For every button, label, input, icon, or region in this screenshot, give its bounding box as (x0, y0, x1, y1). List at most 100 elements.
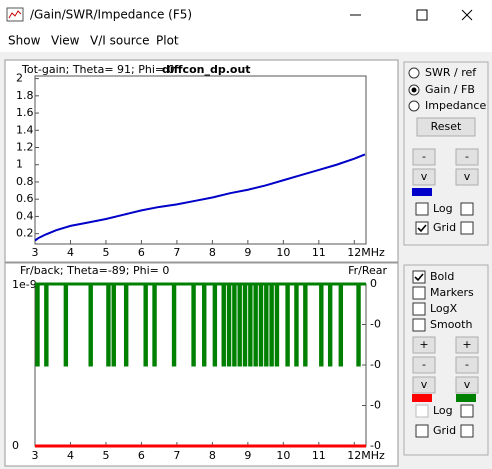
chart-subtitle: diffcon_dp.out (162, 63, 251, 76)
x-tick-label: 4 (67, 246, 74, 259)
group-box (403, 61, 489, 246)
menu-item[interactable]: Show (8, 34, 41, 48)
checkbox[interactable] (412, 270, 426, 284)
checkbox-label[interactable]: LogX (430, 302, 458, 315)
menu-item[interactable]: V/I source (90, 34, 149, 48)
title-bar (0, 0, 492, 30)
x-tick-label: 6 (138, 246, 145, 259)
y2-axis-label: Fr/Rear (348, 264, 387, 277)
checkbox-label[interactable]: Log (433, 404, 453, 417)
checkbox-label[interactable]: Smooth (430, 318, 472, 331)
button-label[interactable]: + (419, 338, 428, 351)
checkbox[interactable] (415, 424, 429, 438)
button-label[interactable]: - (422, 150, 426, 163)
radio-label[interactable]: Impedance (425, 99, 486, 112)
checkbox[interactable] (415, 221, 429, 235)
y2-tick-label: -0 (370, 439, 381, 452)
button[interactable] (412, 376, 436, 394)
radio-label[interactable]: SWR / ref (425, 66, 477, 79)
y-tick-label: 0.6 (16, 192, 34, 205)
color-swatch[interactable] (412, 394, 432, 402)
checkbox[interactable] (415, 202, 429, 216)
x-tick-label: 8 (209, 449, 216, 462)
button[interactable] (455, 336, 479, 354)
checkbox-label[interactable]: Bold (430, 270, 454, 283)
radio-button[interactable] (408, 67, 420, 79)
checkbox[interactable] (412, 318, 426, 332)
button-label[interactable]: + (462, 338, 471, 351)
x-axis-label: MHz (361, 449, 385, 462)
checkbox[interactable] (412, 302, 426, 316)
button-label[interactable]: - (465, 358, 469, 371)
checkbox[interactable] (415, 404, 429, 418)
y2-tick-label: -0 (370, 358, 381, 371)
y-tick-label: 1 (16, 158, 23, 171)
y-tick-label: 1.6 (16, 106, 34, 119)
y-tick-label: 1e-9 (12, 278, 37, 291)
color-swatch[interactable] (456, 394, 476, 402)
checkbox-label[interactable]: Log (433, 202, 453, 215)
button-label[interactable]: v (421, 378, 428, 391)
chart-title: Tot-gain; Theta= 91; Phi= 0 (21, 63, 175, 76)
close-button[interactable] (461, 9, 473, 21)
checkbox-label[interactable]: Grid (433, 221, 456, 234)
x-tick-label: 8 (209, 246, 216, 259)
button-label[interactable]: - (465, 150, 469, 163)
x-tick-label: 9 (244, 246, 251, 259)
button-label[interactable]: v (421, 170, 428, 183)
button[interactable] (412, 336, 436, 354)
maximize-button[interactable] (416, 9, 428, 21)
x-tick-label: 7 (173, 246, 180, 259)
y-tick-label: 1.8 (16, 89, 34, 102)
y-tick-label: 1.4 (16, 123, 34, 136)
x-tick-label: 3 (32, 246, 39, 259)
button[interactable] (455, 168, 479, 186)
x-axis-label: MHz (361, 246, 385, 259)
x-tick-label: 11 (312, 449, 326, 462)
y2-tick-label: -0 (370, 318, 381, 331)
y-tick-label: 1.2 (16, 141, 34, 154)
button[interactable] (455, 356, 479, 374)
x-tick-label: 10 (276, 449, 290, 462)
menu-item[interactable]: View (51, 34, 80, 48)
plot-frame (34, 75, 367, 245)
checkbox[interactable] (460, 424, 474, 438)
checkbox[interactable] (460, 221, 474, 235)
button[interactable] (455, 148, 479, 166)
x-tick-label: 9 (244, 449, 251, 462)
x-tick-label: 10 (276, 246, 290, 259)
reset-button[interactable] (416, 117, 476, 137)
x-tick-label: 4 (67, 449, 74, 462)
checkbox-label[interactable]: Grid (433, 424, 456, 437)
y-tick-label: 0.8 (16, 175, 34, 188)
check-mark (417, 224, 427, 233)
button[interactable] (412, 168, 436, 186)
checkbox[interactable] (460, 202, 474, 216)
menu-bar (0, 30, 492, 52)
x-tick-label: 12 (347, 449, 361, 462)
x-tick-label: 5 (102, 246, 109, 259)
x-tick-label: 5 (102, 449, 109, 462)
checkbox[interactable] (412, 286, 426, 300)
radio-dot (411, 87, 417, 93)
series-line (34, 153, 366, 242)
button-label[interactable]: v (464, 170, 471, 183)
radio-label[interactable]: Gain / FB (425, 83, 475, 96)
checkbox[interactable] (460, 404, 474, 418)
reset-label[interactable]: Reset (431, 120, 462, 133)
button[interactable] (412, 148, 436, 166)
color-swatch[interactable] (412, 188, 432, 196)
button-label[interactable]: - (422, 358, 426, 371)
radio-button[interactable] (408, 100, 420, 112)
menu-item[interactable]: Plot (156, 34, 179, 48)
button[interactable] (455, 376, 479, 394)
button[interactable] (412, 356, 436, 374)
y-tick-label: 0.2 (16, 227, 34, 240)
x-tick-label: 7 (173, 449, 180, 462)
checkbox-label[interactable]: Markers (430, 286, 474, 299)
window-title: /Gain/SWR/Impedance (F5) (30, 8, 192, 22)
y-tick-label: 0.4 (16, 209, 34, 222)
x-tick-label: 12 (347, 246, 361, 259)
button-label[interactable]: v (464, 378, 471, 391)
